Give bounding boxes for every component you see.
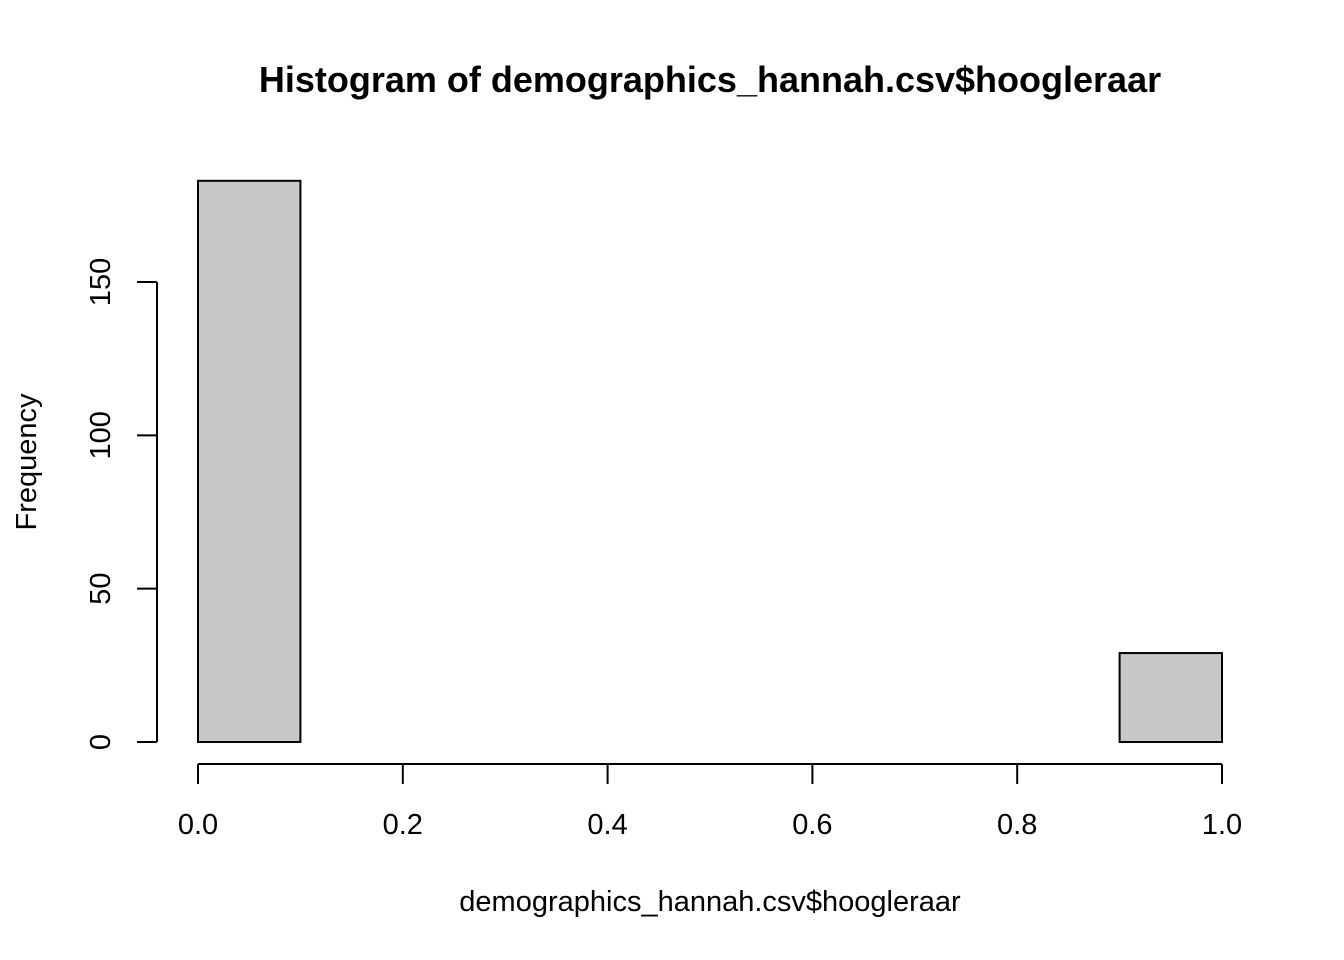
chart-title: Histogram of demographics_hannah.csv$hoo… xyxy=(259,59,1161,100)
y-tick-label: 0 xyxy=(85,734,117,750)
y-tick-label: 100 xyxy=(85,411,117,459)
bars-group xyxy=(197,179,1223,744)
histogram-bar xyxy=(1118,652,1223,743)
y-axis-label: Frequency xyxy=(11,393,43,531)
x-tick-label: 0.0 xyxy=(178,809,218,841)
x-tick-label: 0.4 xyxy=(587,809,627,841)
x-axis-label: demographics_hannah.csv$hoogleraar xyxy=(459,886,961,918)
x-tick-label: 1.0 xyxy=(1202,809,1242,841)
x-tick-label: 0.2 xyxy=(383,809,423,841)
x-tick-label: 0.8 xyxy=(997,809,1037,841)
y-axis: 0 50 100 150 xyxy=(85,258,158,750)
y-tick-label: 50 xyxy=(85,573,117,605)
histogram-bar xyxy=(197,179,302,744)
y-tick-label: 150 xyxy=(85,258,117,306)
x-axis: 0.0 0.2 0.4 0.6 0.8 1.0 xyxy=(178,763,1242,841)
x-tick-label: 0.6 xyxy=(792,809,832,841)
